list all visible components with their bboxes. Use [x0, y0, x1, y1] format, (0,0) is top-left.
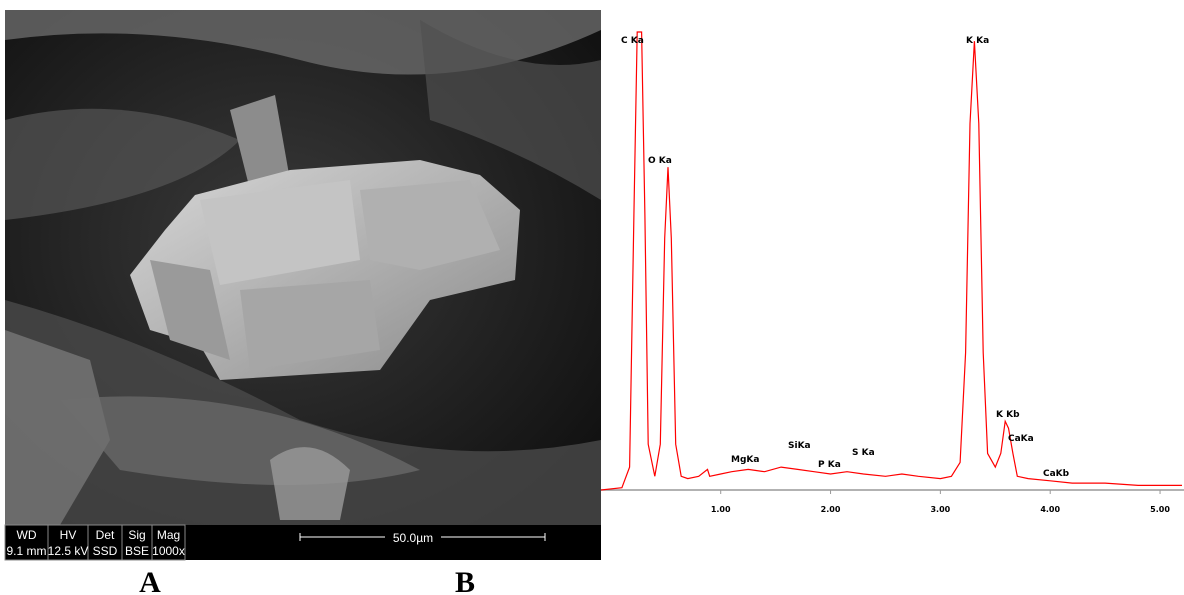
info-value: 9.1 mm: [6, 544, 46, 558]
peak-label: C Ka: [621, 36, 644, 46]
peak-label: P Ka: [818, 460, 841, 470]
info-header: WD: [17, 528, 37, 542]
panel-label: A: [139, 566, 161, 595]
info-header: HV: [60, 528, 77, 542]
info-value: 1000x: [152, 544, 185, 558]
info-header: Mag: [157, 528, 180, 542]
info-header: Sig: [128, 528, 145, 542]
figure: 50.0µm WD 9.1 mm HV 12.5 kV Det SSD Sig BSE Mag 1…: [0, 0, 1184, 595]
panel-label: B: [455, 566, 475, 595]
info-value: BSE: [125, 544, 149, 558]
scale-bar-label: 50.0µm: [393, 531, 433, 545]
peak-label: CaKb: [1043, 469, 1070, 479]
x-tick-label: 4.00: [1040, 505, 1060, 514]
spectrum-line: [601, 32, 1182, 490]
peak-label: SiKa: [788, 441, 811, 451]
peak-label: O Ka: [648, 156, 672, 166]
info-header: Det: [96, 528, 115, 542]
x-tick-label: 5.00: [1150, 505, 1170, 514]
info-value: 12.5 kV: [48, 544, 89, 558]
x-tick-label: 1.00: [711, 505, 731, 514]
peak-label: MgKa: [731, 455, 759, 465]
x-tick-label: 3.00: [930, 505, 950, 514]
peak-label: S Ka: [852, 448, 875, 458]
spectrum-chart: 1.00 2.00 3.00 4.00 5.00 C Ka O Ka MgKa SiKa P Ka…: [601, 32, 1184, 514]
sem-image: 50.0µm: [5, 10, 601, 560]
peak-label: K Ka: [966, 36, 989, 46]
peak-label: K Kb: [996, 410, 1020, 420]
x-tick-label: 2.00: [821, 505, 841, 514]
peak-label: CaKa: [1008, 434, 1034, 444]
info-value: SSD: [93, 544, 118, 558]
